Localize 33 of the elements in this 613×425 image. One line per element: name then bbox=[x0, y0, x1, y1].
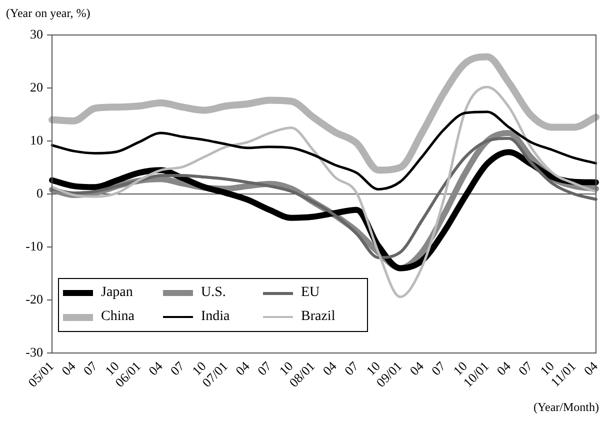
y-tick-label: 30 bbox=[30, 26, 43, 42]
x-tick-label: 04 bbox=[406, 358, 427, 378]
x-tick-label: 04 bbox=[580, 358, 601, 378]
x-tick-label: 07 bbox=[254, 358, 274, 378]
legend-label: Brazil bbox=[301, 309, 336, 325]
x-tick-label: 10 bbox=[276, 358, 296, 378]
legend-label: Japan bbox=[101, 285, 133, 301]
x-tick-label: 07 bbox=[515, 358, 536, 378]
legend-label: India bbox=[201, 309, 230, 325]
legend-label: EU bbox=[301, 285, 320, 301]
x-tick-label: 07 bbox=[167, 358, 188, 378]
x-tick-label: 07 bbox=[80, 358, 100, 378]
x-tick-label: 04 bbox=[320, 358, 340, 378]
y-tick-label: -10 bbox=[26, 238, 43, 254]
x-tick-label: 10 bbox=[363, 358, 383, 378]
x-tick-label: 04 bbox=[232, 358, 253, 378]
x-tick-label: 10 bbox=[537, 358, 557, 378]
x-tick-label: 07 bbox=[341, 358, 362, 378]
x-tick-label: 10 bbox=[102, 358, 122, 378]
x-tick-label: 04 bbox=[494, 358, 514, 378]
x-tick-label: 10 bbox=[450, 358, 470, 378]
x-tick-label: 04 bbox=[146, 358, 166, 378]
y-tick-label: 20 bbox=[30, 79, 43, 94]
y-tick-label: -20 bbox=[26, 291, 43, 306]
y-tick-label: 10 bbox=[30, 132, 43, 148]
x-axis-title: (Year/Month) bbox=[534, 400, 599, 415]
y-tick-label: 0 bbox=[36, 185, 43, 200]
y-tick-label: -30 bbox=[26, 344, 43, 360]
x-tick-label: 04 bbox=[58, 358, 79, 378]
legend-label: China bbox=[101, 309, 134, 325]
x-tick-label: 07 bbox=[428, 358, 449, 378]
y-axis-title: (Year on year, %) bbox=[6, 6, 90, 21]
legend-label: U.S. bbox=[201, 285, 226, 301]
